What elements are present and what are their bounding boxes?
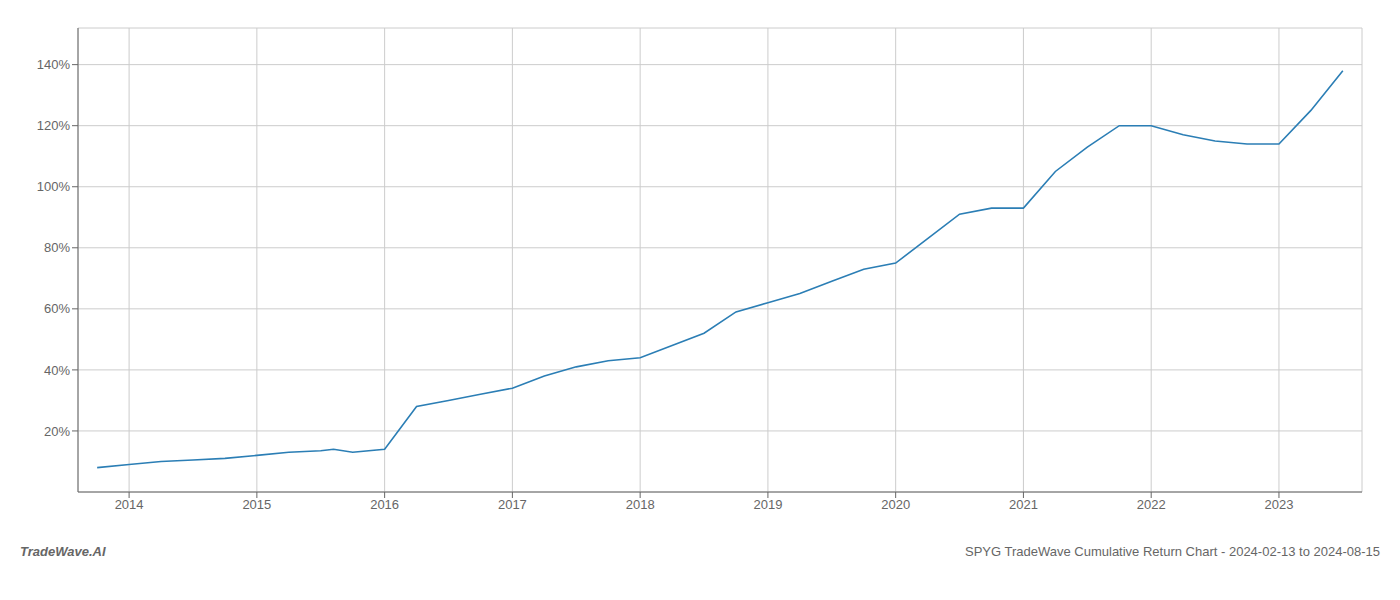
svg-text:2018: 2018 [626, 497, 655, 512]
html-text:TradeWave.AI: TradeWave.AI [20, 544, 106, 559]
svg-text:2014: 2014 [115, 497, 144, 512]
svg-text:2016: 2016 [370, 497, 399, 512]
svg-text:2015: 2015 [242, 497, 271, 512]
html-text:SPYG TradeWave Cumulative Retu: SPYG TradeWave Cumulative Return Chart -… [965, 544, 1380, 559]
svg-text:2017: 2017 [498, 497, 527, 512]
svg-text:100%: 100% [37, 179, 71, 194]
svg-text:20%: 20% [44, 424, 70, 439]
svg-text:40%: 40% [44, 363, 70, 378]
svg-text:2023: 2023 [1264, 497, 1293, 512]
svg-text:140%: 140% [37, 57, 71, 72]
svg-text:60%: 60% [44, 301, 70, 316]
svg-text:2019: 2019 [753, 497, 782, 512]
svg-text:80%: 80% [44, 240, 70, 255]
svg-text:2022: 2022 [1137, 497, 1166, 512]
svg-text:120%: 120% [37, 118, 71, 133]
svg-text:2021: 2021 [1009, 497, 1038, 512]
svg-text:2020: 2020 [881, 497, 910, 512]
